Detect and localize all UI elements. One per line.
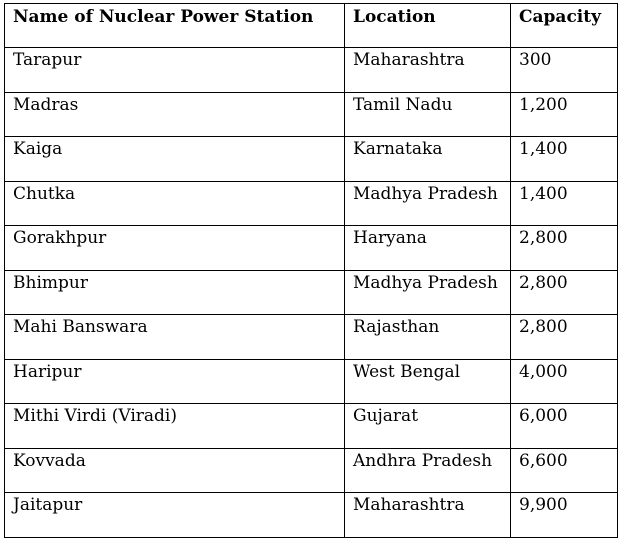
header-station-name: Name of Nuclear Power Station bbox=[4, 3, 345, 48]
station-name-cell: Jaitapur bbox=[4, 492, 345, 538]
table-row: Mahi Banswara Rajasthan 2,800 bbox=[4, 314, 618, 360]
location-cell: Maharashtra bbox=[344, 47, 511, 93]
location-cell: Haryana bbox=[344, 225, 511, 271]
table-row: Tarapur Maharashtra 300 bbox=[4, 47, 618, 93]
table-row: Gorakhpur Haryana 2,800 bbox=[4, 225, 618, 271]
table-row: Chutka Madhya Pradesh 1,400 bbox=[4, 180, 618, 226]
location-cell: Andhra Pradesh bbox=[344, 447, 511, 493]
location-cell: Karnataka bbox=[344, 136, 511, 182]
station-name-cell: Gorakhpur bbox=[4, 225, 345, 271]
table-row: Bhimpur Madhya Pradesh 2,800 bbox=[4, 269, 618, 315]
station-name-cell: Mithi Virdi (Viradi) bbox=[4, 403, 345, 449]
capacity-cell: 6,600 bbox=[510, 447, 618, 493]
location-cell: Maharashtra bbox=[344, 492, 511, 538]
capacity-cell: 4,000 bbox=[510, 358, 618, 404]
table-row: Jaitapur Maharashtra 9,900 bbox=[4, 492, 618, 538]
capacity-cell: 6,000 bbox=[510, 403, 618, 449]
capacity-cell: 300 bbox=[510, 47, 618, 93]
station-name-cell: Kovvada bbox=[4, 447, 345, 493]
location-cell: Tamil Nadu bbox=[344, 91, 511, 137]
table-row: Madras Tamil Nadu 1,200 bbox=[4, 91, 618, 137]
location-cell: Gujarat bbox=[344, 403, 511, 449]
table-row: Kaiga Karnataka 1,400 bbox=[4, 136, 618, 182]
capacity-cell: 1,200 bbox=[510, 91, 618, 137]
location-cell: Madhya Pradesh bbox=[344, 269, 511, 315]
nuclear-power-stations-table: Name of Nuclear Power Station Location C… bbox=[4, 3, 618, 538]
table-row: Mithi Virdi (Viradi) Gujarat 6,000 bbox=[4, 403, 618, 449]
station-name-cell: Mahi Banswara bbox=[4, 314, 345, 360]
table-header-row: Name of Nuclear Power Station Location C… bbox=[4, 3, 618, 48]
station-name-cell: Tarapur bbox=[4, 47, 345, 93]
header-location: Location bbox=[344, 3, 511, 48]
capacity-cell: 2,800 bbox=[510, 314, 618, 360]
station-name-cell: Chutka bbox=[4, 180, 345, 226]
capacity-cell: 1,400 bbox=[510, 136, 618, 182]
table-row: Kovvada Andhra Pradesh 6,600 bbox=[4, 447, 618, 493]
capacity-cell: 2,800 bbox=[510, 225, 618, 271]
location-cell: Rajasthan bbox=[344, 314, 511, 360]
capacity-cell: 9,900 bbox=[510, 492, 618, 538]
table-row: Haripur West Bengal 4,000 bbox=[4, 358, 618, 404]
station-name-cell: Madras bbox=[4, 91, 345, 137]
location-cell: Madhya Pradesh bbox=[344, 180, 511, 226]
station-name-cell: Haripur bbox=[4, 358, 345, 404]
capacity-cell: 2,800 bbox=[510, 269, 618, 315]
location-cell: West Bengal bbox=[344, 358, 511, 404]
station-name-cell: Bhimpur bbox=[4, 269, 345, 315]
header-capacity: Capacity bbox=[510, 3, 618, 48]
capacity-cell: 1,400 bbox=[510, 180, 618, 226]
station-name-cell: Kaiga bbox=[4, 136, 345, 182]
